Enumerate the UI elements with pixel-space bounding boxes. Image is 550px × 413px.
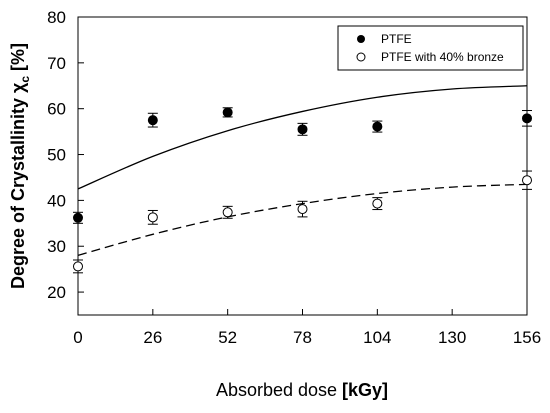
x-tick-label: 104 [363, 328, 391, 347]
y-tick-label: 80 [47, 8, 66, 27]
legend-label-ptfe: PTFE [381, 32, 412, 46]
y-tick-label: 20 [47, 283, 66, 302]
data-point-ptfe-bronze [297, 204, 308, 215]
fit-curve-ptfe-bronze [77, 183, 528, 257]
y-tick-label: 30 [47, 237, 66, 256]
data-point-ptfe-bronze [222, 207, 233, 218]
legend-marker-bronze [356, 52, 366, 62]
data-point-ptfe [222, 107, 233, 118]
x-tick-label: 78 [293, 328, 312, 347]
y-tick-label: 40 [47, 191, 66, 210]
axis-ticks: 0 26 52 78 104 130 156 20 30 40 50 60 70 80 [47, 8, 541, 347]
y-axis-title-subscript: c [18, 76, 32, 83]
y-axis-title-text: Degree of Crystallinity χ [8, 82, 28, 289]
legend: PTFE PTFE with 40% bronze [337, 25, 524, 71]
legend-label-bronze: PTFE with 40% bronze [381, 50, 504, 64]
data-points [73, 107, 532, 274]
data-point-ptfe-bronze [73, 261, 83, 272]
x-axis-title-text: Absorbed dose [216, 380, 342, 400]
x-axis-title-unit: [kGy] [342, 380, 388, 400]
x-tick-label: 0 [73, 328, 82, 347]
x-axis-title: Absorbed dose [kGy] [216, 380, 388, 400]
fit-curves [77, 85, 528, 257]
y-tick-label: 50 [47, 146, 66, 165]
data-point-ptfe [147, 115, 158, 126]
data-point-ptfe-bronze [372, 198, 383, 209]
legend-box [337, 25, 524, 71]
x-tick-label: 26 [143, 328, 162, 347]
data-point-ptfe-bronze [147, 212, 158, 223]
y-axis-title: Degree of Crystallinity χc [%] [8, 43, 32, 289]
y-axis-title-unit: [%] [8, 43, 28, 76]
data-point-ptfe [372, 121, 383, 132]
x-tick-label: 52 [218, 328, 237, 347]
y-tick-label: 70 [47, 54, 66, 73]
x-tick-label: 130 [438, 328, 466, 347]
y-tick-label: 60 [47, 100, 66, 119]
data-point-ptfe-bronze [522, 175, 532, 186]
data-point-ptfe [522, 113, 532, 124]
data-point-ptfe [73, 212, 83, 223]
data-point-ptfe [297, 124, 308, 135]
legend-marker-ptfe [357, 35, 365, 43]
x-tick-label: 156 [513, 328, 541, 347]
fit-curve-ptfe [77, 85, 528, 190]
